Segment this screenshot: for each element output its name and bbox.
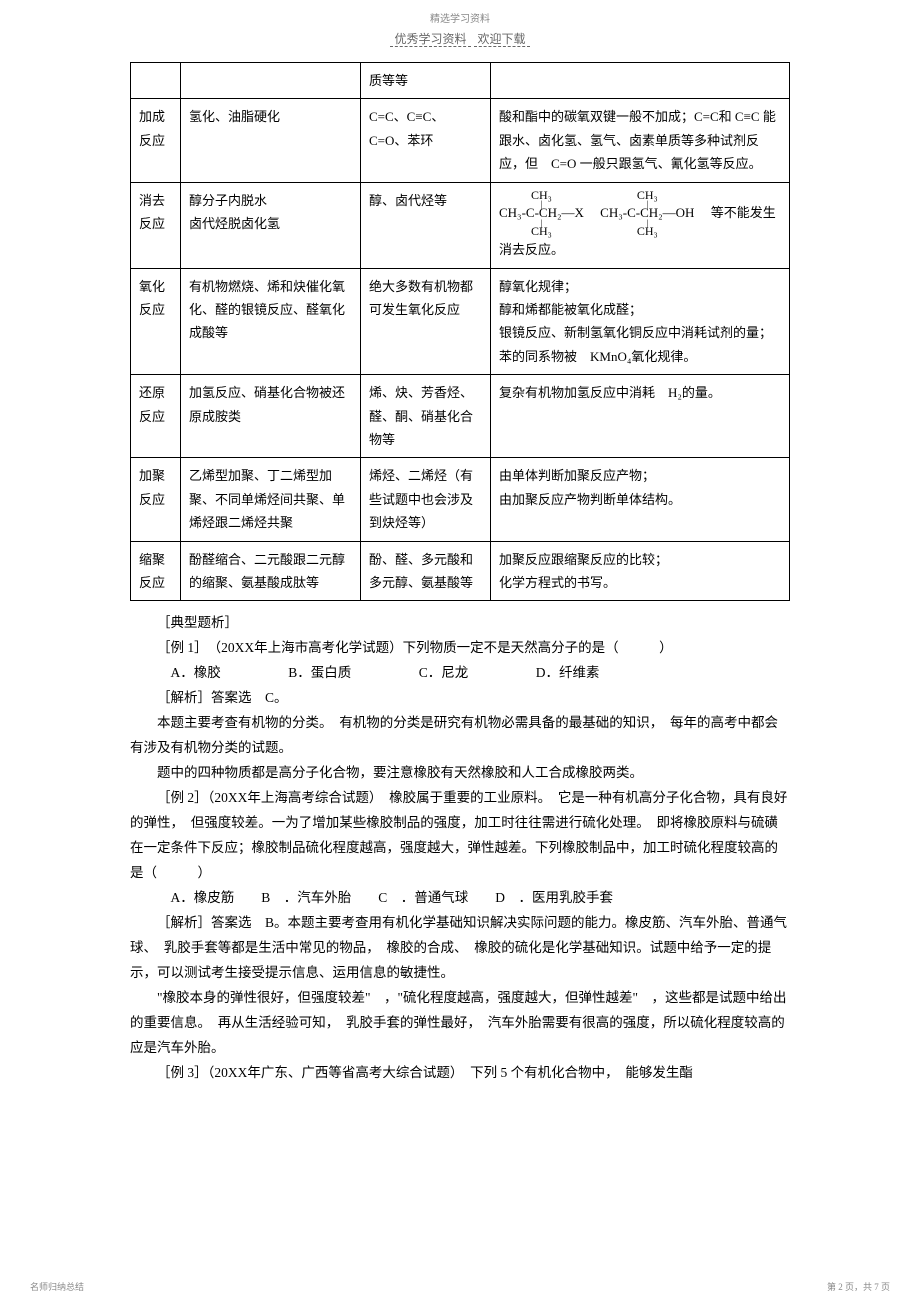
header-sub: 优秀学习资料 欢迎下载 bbox=[0, 25, 920, 52]
text-block: ［典型题析］ ［例 1］ （20XX年上海市高考化学试题）下列物质一定不是天然高… bbox=[130, 611, 790, 1085]
table-row: 消去反应 醇分子内脱水 卤代烃脱卤化氢 醇、卤代烃等 CH₃ | CH₃-C-C… bbox=[131, 182, 790, 268]
header-sub-left: 优秀学习资料 bbox=[390, 32, 470, 47]
table-row: 还原反应 加氢反应、硝基化合物被还原成胺类 烯、炔、芳香烃、醛、酮、硝基化合物等… bbox=[131, 375, 790, 458]
cell bbox=[131, 63, 181, 99]
table-row: 缩聚反应 酚醛缩合、二元酸跟二元醇的缩聚、氨基酸成肽等 酚、醛、多元酸和多元醇、… bbox=[131, 541, 790, 601]
cell: 醇、卤代烃等 bbox=[361, 182, 491, 268]
cell: 还原反应 bbox=[131, 375, 181, 458]
table-row: 加聚反应 乙烯型加聚、丁二烯型加聚、不同单烯烃间共聚、单烯烃跟二烯烃共聚 烯烃、… bbox=[131, 458, 790, 541]
cell: 氢化、油脂硬化 bbox=[181, 99, 361, 182]
table-row: 氧化反应 有机物燃烧、烯和炔催化氧化、醛的银镜反应、醛氧化成酸等 绝大多数有机物… bbox=[131, 268, 790, 375]
reaction-table: 质等等 加成反应 氢化、油脂硬化 C=C、C≡C、C=O、苯环 酸和酯中的碳氧双… bbox=[130, 62, 790, 601]
footer-right: 第 2 页，共 7 页 bbox=[827, 1280, 890, 1293]
cell: 酚醛缩合、二元酸跟二元醇的缩聚、氨基酸成肽等 bbox=[181, 541, 361, 601]
cell bbox=[181, 63, 361, 99]
header-sub-right: 欢迎下载 bbox=[474, 32, 530, 47]
cell: 酚、醛、多元酸和多元醇、氨基酸等 bbox=[361, 541, 491, 601]
paragraph: ［解析］答案选 C。 bbox=[130, 686, 790, 711]
paragraph: ［例 3］（20XX年广东、广西等省高考大综合试题） 下列 5 个有机化合物中，… bbox=[130, 1061, 790, 1086]
header-top: 精选学习资料 bbox=[0, 0, 920, 25]
table-row: 质等等 bbox=[131, 63, 790, 99]
cell: 醇分子内脱水 卤代烃脱卤化氢 bbox=[181, 182, 361, 268]
cell: 加氢反应、硝基化合物被还原成胺类 bbox=[181, 375, 361, 458]
cell: 有机物燃烧、烯和炔催化氧化、醛的银镜反应、醛氧化成酸等 bbox=[181, 268, 361, 375]
cell: 加聚反应 bbox=[131, 458, 181, 541]
cell: 质等等 bbox=[361, 63, 491, 99]
chem-formula-left: CH₃ | CH₃-C-CH₂—X | CH₃ bbox=[499, 189, 584, 239]
chem-formula-right: CH₃ | CH₃-C-CH₂—OH | CH₃ bbox=[600, 189, 694, 239]
cell: 缩聚反应 bbox=[131, 541, 181, 601]
cell: 复杂有机物加氢反应中消耗 H₂的量。 bbox=[491, 375, 790, 458]
cell: 醇氧化规律； 醇和烯都能被氧化成醛； 银镜反应、新制氢氧化铜反应中消耗试剂的量；… bbox=[491, 268, 790, 375]
cell: 绝大多数有机物都可发生氧化反应 bbox=[361, 268, 491, 375]
cell bbox=[491, 63, 790, 99]
paragraph: ［例 2］（20XX年上海高考综合试题） 橡胶属于重要的工业原料。 它是一种有机… bbox=[130, 786, 790, 886]
cell: 氧化反应 bbox=[131, 268, 181, 375]
paragraph: ［解析］答案选 B。本题主要考查用有机化学基础知识解决实际问题的能力。橡皮筋、汽… bbox=[130, 911, 790, 986]
paragraph: A．橡皮筋 B ．汽车外胎 C ．普通气球 D ．医用乳胶手套 bbox=[130, 886, 790, 911]
footer-left: 名师归纳总结 bbox=[30, 1280, 84, 1293]
content: 质等等 加成反应 氢化、油脂硬化 C=C、C≡C、C=O、苯环 酸和酯中的碳氧双… bbox=[0, 52, 920, 1086]
paragraph: ［典型题析］ bbox=[130, 611, 790, 636]
paragraph: 题中的四种物质都是高分子化合物，要注意橡胶有天然橡胶和人工合成橡胶两类。 bbox=[130, 761, 790, 786]
cell: 酸和酯中的碳氧双键一般不加成；C=C和 C≡C 能跟水、卤化氢、氢气、卤素单质等… bbox=[491, 99, 790, 182]
cell: 烯、炔、芳香烃、醛、酮、硝基化合物等 bbox=[361, 375, 491, 458]
table-row: 加成反应 氢化、油脂硬化 C=C、C≡C、C=O、苯环 酸和酯中的碳氧双键一般不… bbox=[131, 99, 790, 182]
paragraph: 本题主要考查有机物的分类。 有机物的分类是研究有机物必需具备的最基础的知识， 每… bbox=[130, 711, 790, 761]
cell: CH₃ | CH₃-C-CH₂—X | CH₃ CH₃ | CH₃-C-CH₂—… bbox=[491, 182, 790, 268]
cell: 消去反应 bbox=[131, 182, 181, 268]
cell: 乙烯型加聚、丁二烯型加聚、不同单烯烃间共聚、单烯烃跟二烯烃共聚 bbox=[181, 458, 361, 541]
paragraph: ［例 1］ （20XX年上海市高考化学试题）下列物质一定不是天然高分子的是（ ） bbox=[130, 636, 790, 661]
cell: 烯烃、二烯烃（有些试题中也会涉及到炔烃等） bbox=[361, 458, 491, 541]
cell: 加成反应 bbox=[131, 99, 181, 182]
cell: 由单体判断加聚反应产物； 由加聚反应产物判断单体结构。 bbox=[491, 458, 790, 541]
paragraph: A．橡胶 B．蛋白质 C．尼龙 D．纤维素 bbox=[130, 661, 790, 686]
cell: 加聚反应跟缩聚反应的比较； 化学方程式的书写。 bbox=[491, 541, 790, 601]
cell: C=C、C≡C、C=O、苯环 bbox=[361, 99, 491, 182]
paragraph: "橡胶本身的弹性很好，但强度较差" ，"硫化程度越高，强度越大，但弹性越差" ，… bbox=[130, 986, 790, 1061]
